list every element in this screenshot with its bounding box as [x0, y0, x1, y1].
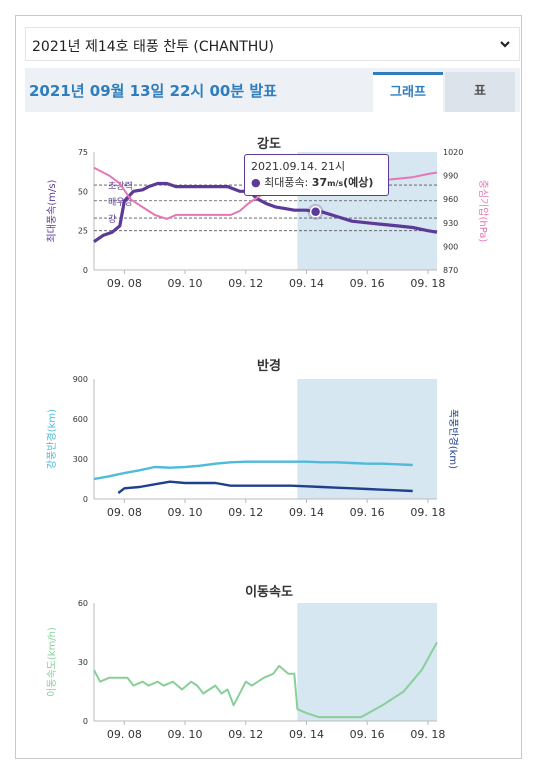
storm-radius-line — [117, 480, 413, 494]
y-tick-label: 75 — [78, 148, 88, 157]
y-tick-label: 0 — [83, 717, 88, 726]
y2-tick-label: 900 — [443, 242, 458, 251]
x-tick-label: 09. 16 — [350, 277, 385, 290]
x-tick-label: 09. 16 — [350, 506, 385, 519]
x-tick-label: 09. 18 — [410, 728, 445, 741]
highlight-point — [309, 206, 322, 218]
y-tick-label: 900 — [73, 375, 88, 384]
x-tick-label: 09. 16 — [350, 728, 385, 741]
typhoon-select-value: 2021년 제14호 태풍 찬투 (CHANTHU) — [32, 39, 275, 55]
y-axis-label: 이동속도(km/h) — [46, 627, 58, 697]
x-tick-label: 09. 08 — [107, 506, 142, 519]
chart-title: 강도 — [257, 136, 281, 152]
strong-wind-radius-line — [93, 460, 413, 481]
y2-axis-label: 폭풍반경(km) — [447, 409, 460, 469]
chart-title: 반경 — [257, 358, 281, 374]
issue-title: 2021년 09월 13일 22시 00분 발표 — [29, 82, 277, 100]
y-tick-label: 25 — [78, 227, 88, 236]
y-axis-label: 최대풍속(m/s) — [46, 179, 58, 242]
typhoon-select[interactable]: 2021년 제14호 태풍 찬투 (CHANTHU) — [25, 27, 520, 61]
tooltip-time: 2021.09.14. 21시 — [251, 160, 346, 173]
chart-speed: 이동속도 0 30 60 09. 08 09. 10 09. 12 09. 14 09. 16… — [46, 584, 445, 741]
tooltip-value: 37 — [311, 176, 328, 189]
y-tick-label: 300 — [73, 455, 88, 464]
y2-axis-label: 중심기압(hPa) — [477, 180, 490, 243]
forecast-region — [297, 379, 437, 499]
threshold-label: 매우강 — [108, 197, 133, 208]
x-tick-label: 09. 14 — [289, 728, 324, 741]
x-tick-label: 09. 12 — [228, 728, 263, 741]
bullet-icon: ● — [251, 176, 261, 189]
x-tick-label: 09. 14 — [289, 277, 324, 290]
chart-title: 이동속도 — [245, 584, 293, 600]
y-tick-label: 60 — [78, 599, 88, 608]
x-tick-label: 09. 08 — [107, 277, 142, 290]
x-tick-label: 09. 18 — [410, 277, 445, 290]
issue-header: 2021년 09월 13일 22시 00분 발표 그래프 표 — [25, 68, 520, 112]
y-tick-label: 50 — [78, 187, 88, 196]
x-tick-label: 09. 18 — [410, 506, 445, 519]
y2-tick-label: 1020 — [443, 148, 463, 157]
y-tick-label: 0 — [83, 495, 88, 504]
tab-graph[interactable]: 그래프 — [373, 72, 443, 112]
y2-tick-label: 870 — [443, 266, 458, 275]
x-tick-label: 09. 08 — [107, 728, 142, 741]
x-tick-label: 09. 12 — [228, 277, 263, 290]
tooltip-label: 최대풍속: — [264, 176, 309, 189]
x-tick-label: 09. 10 — [168, 277, 203, 290]
chart-radius: 반경 0 300 600 900 09. 08 09. 10 09. 12 09. 14 09.… — [45, 358, 460, 519]
y-tick-label: 600 — [73, 415, 88, 424]
x-tick-label: 09. 10 — [168, 506, 203, 519]
panel — [15, 15, 522, 759]
y2-tick-label: 990 — [443, 172, 458, 181]
y-axis-label: 강풍반경(km) — [45, 409, 58, 469]
x-tick-label: 09. 14 — [289, 506, 324, 519]
y2-tick-label: 960 — [443, 195, 458, 204]
tooltip-unit: m/s — [327, 179, 344, 188]
forecast-region — [297, 603, 437, 721]
tooltip: 2021.09.14. 21시 ● 최대풍속: 37m/s(예상) — [244, 154, 389, 196]
move-speed-line — [93, 641, 438, 719]
threshold-label: 강 — [108, 214, 116, 225]
y2-tick-label: 930 — [443, 219, 458, 228]
chevron-down-icon — [500, 41, 510, 48]
x-tick-label: 09. 10 — [168, 728, 203, 741]
tab-table[interactable]: 표 — [445, 72, 515, 112]
y-tick-label: 30 — [78, 658, 88, 667]
tooltip-note: (예상) — [343, 176, 374, 189]
y-tick-label: 0 — [83, 266, 88, 275]
x-tick-label: 09. 12 — [228, 506, 263, 519]
